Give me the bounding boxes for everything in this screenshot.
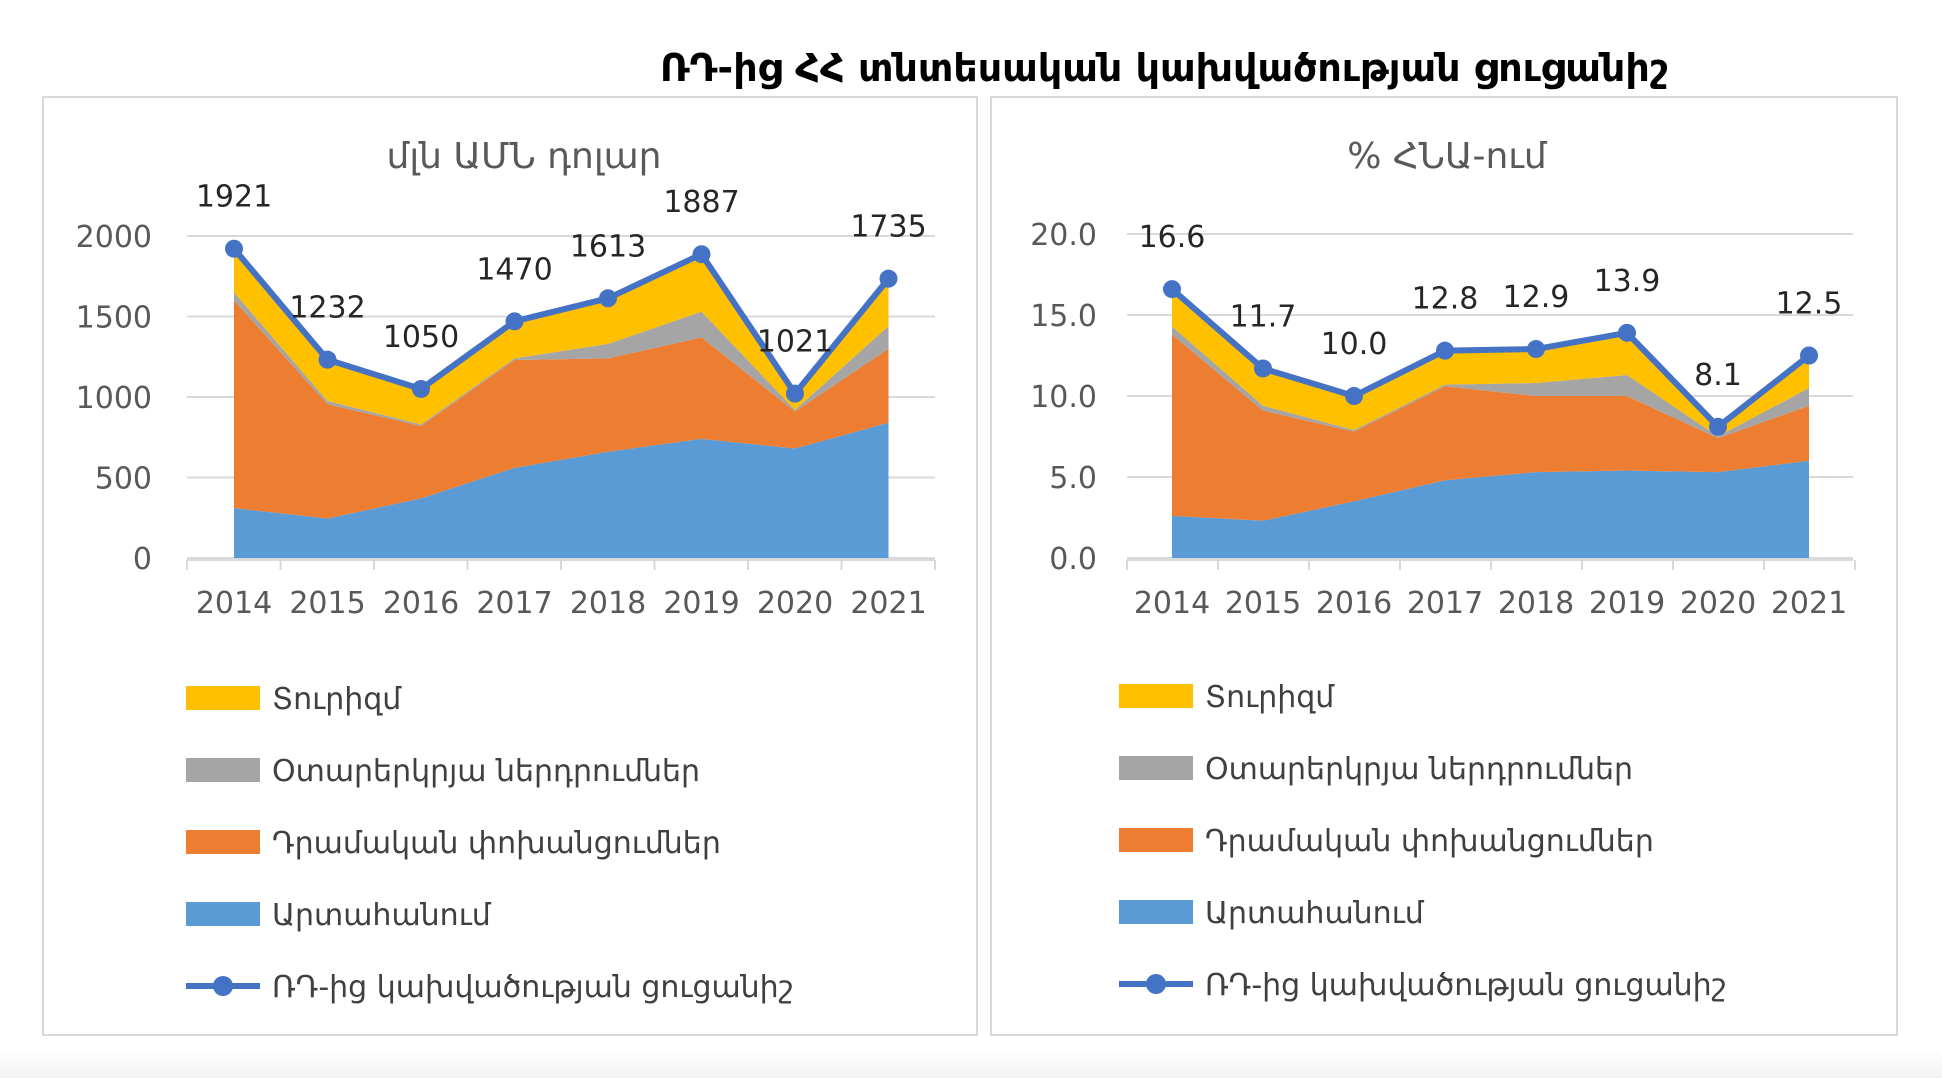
y-tick-label: 2000 [76, 220, 152, 255]
index-data-label: 12.9 [1503, 280, 1570, 315]
x-tick-label: 2015 [1225, 586, 1301, 621]
index-point [412, 379, 430, 398]
y-tick-label: 1000 [76, 381, 152, 416]
legend-swatch-remittances [186, 830, 260, 854]
legend-label-tourism: Տուրիզմ [1205, 680, 1335, 715]
chart-title: % ՀՆԱ-ում [1347, 136, 1548, 177]
index-data-label: 1232 [289, 291, 365, 326]
legend-swatch-marker [213, 976, 233, 996]
legend-swatch-exports [186, 902, 260, 926]
index-point [225, 239, 243, 258]
legend-label-exports: Արտահանում [272, 898, 492, 933]
x-tick-label: 2019 [1589, 586, 1665, 621]
index-point [879, 269, 898, 288]
x-tick-label: 2017 [476, 586, 552, 621]
y-tick-label: 15.0 [1030, 299, 1097, 334]
index-data-label: 1470 [476, 252, 552, 287]
legend-label-tourism: Տուրիզմ [272, 682, 402, 717]
area-remittances [1172, 334, 1809, 521]
legend-swatch-marker [1146, 974, 1166, 994]
x-tick-label: 2014 [196, 586, 272, 621]
x-tick-label: 2015 [289, 586, 365, 621]
y-tick-label: 0.0 [1049, 542, 1097, 577]
index-data-label: 11.7 [1230, 299, 1297, 334]
x-tick-label: 2018 [1498, 586, 1574, 621]
legend-label-investment: Օտարերկրյա ներդրումներ [272, 754, 700, 789]
legend-swatch-tourism [186, 686, 260, 710]
index-point [1163, 280, 1181, 299]
legend-label-investment: Օտարերկրյա ներդրումներ [1205, 752, 1633, 787]
x-tick-label: 2017 [1407, 586, 1483, 621]
bottom-shadow [0, 1048, 1942, 1078]
index-data-label: 1613 [570, 229, 646, 264]
area-remittances [234, 300, 889, 519]
x-tick-label: 2020 [1680, 586, 1756, 621]
index-point [1800, 346, 1818, 365]
main-title: ՌԴ-ից ՀՀ տնտեսական կախվածության ցուցանիշ [660, 46, 1669, 90]
x-tick-label: 2021 [1771, 586, 1847, 621]
y-tick-label: 1500 [76, 301, 152, 336]
index-point [1618, 323, 1636, 342]
legend-label-exports: Արտահանում [1205, 896, 1425, 931]
area-investment [1172, 326, 1809, 439]
index-data-label: 1050 [383, 320, 459, 355]
index-point [1436, 341, 1454, 360]
legend-swatch-investment [1119, 756, 1193, 780]
index-point [1709, 417, 1727, 436]
legend-label-index: ՌԴ-ից կախվածության ցուցանիշ [1205, 968, 1727, 1003]
index-line [1170, 286, 1811, 430]
x-tick-label: 2016 [1316, 586, 1392, 621]
index-data-label: 13.9 [1594, 264, 1661, 299]
legend-label-index: ՌԴ-ից կախվածության ցուցանիշ [272, 970, 794, 1005]
y-tick-label: 5.0 [1049, 461, 1097, 496]
chart-gdp-percent: % ՀՆԱ-ում 0.0 5.0 10.0 15.0 20.0 2014 2015 2016 2… [1030, 136, 1856, 1003]
legend-swatch-remittances [1119, 828, 1193, 852]
index-data-label: 12.8 [1412, 282, 1479, 317]
x-tick-label: 2021 [850, 586, 926, 621]
index-data-label: 1887 [663, 185, 739, 220]
y-tick-label: 10.0 [1030, 380, 1097, 415]
y-tick-label: 500 [95, 462, 152, 497]
y-tick-label: 0 [133, 542, 152, 577]
area-exports [1172, 460, 1809, 558]
area-tourism [1172, 289, 1809, 437]
legend-swatch-tourism [1119, 684, 1193, 708]
index-data-label: 1021 [757, 325, 833, 360]
index-point [692, 245, 711, 264]
y-tick-label: 20.0 [1030, 218, 1097, 253]
legend-swatch-exports [1119, 900, 1193, 924]
index-point [1345, 387, 1363, 405]
index-data-label: 16.6 [1139, 220, 1206, 255]
index-data-label: 1921 [196, 180, 272, 215]
x-tick-label: 2014 [1134, 586, 1210, 621]
index-data-label: 10.0 [1321, 327, 1388, 362]
index-data-label: 1735 [850, 210, 926, 245]
index-point [599, 289, 617, 308]
chart-panel-usd: մլն ԱՄՆ դոլար 0 500 1000 1500 2000 2014 2015 201… [42, 96, 978, 1036]
chart-usd: մլն ԱՄՆ դոլար 0 500 1000 1500 2000 2014 2015 201… [76, 136, 936, 1005]
index-point [318, 350, 337, 369]
legend-label-remittances: Դրամական փոխանցումներ [1205, 824, 1654, 859]
legend-swatch-investment [186, 758, 260, 782]
x-tick-label: 2020 [757, 586, 833, 621]
x-tick-label: 2016 [383, 586, 459, 621]
index-point [1254, 359, 1272, 378]
x-tick-label: 2018 [570, 586, 646, 621]
index-point [786, 384, 804, 403]
chart-panel-gdp-percent: % ՀՆԱ-ում 0.0 5.0 10.0 15.0 20.0 2014 2015 2016 2… [990, 96, 1898, 1036]
index-point [1527, 340, 1545, 359]
area-exports [234, 422, 889, 558]
x-tick-label: 2019 [663, 586, 739, 621]
chart-title: մլն ԱՄՆ դոլար [387, 136, 662, 177]
index-line [231, 246, 891, 397]
legend-label-remittances: Դրամական փոխանցումներ [272, 826, 721, 861]
index-point [505, 312, 524, 331]
index-data-label: 12.5 [1776, 287, 1843, 322]
index-data-label: 8.1 [1694, 358, 1742, 393]
